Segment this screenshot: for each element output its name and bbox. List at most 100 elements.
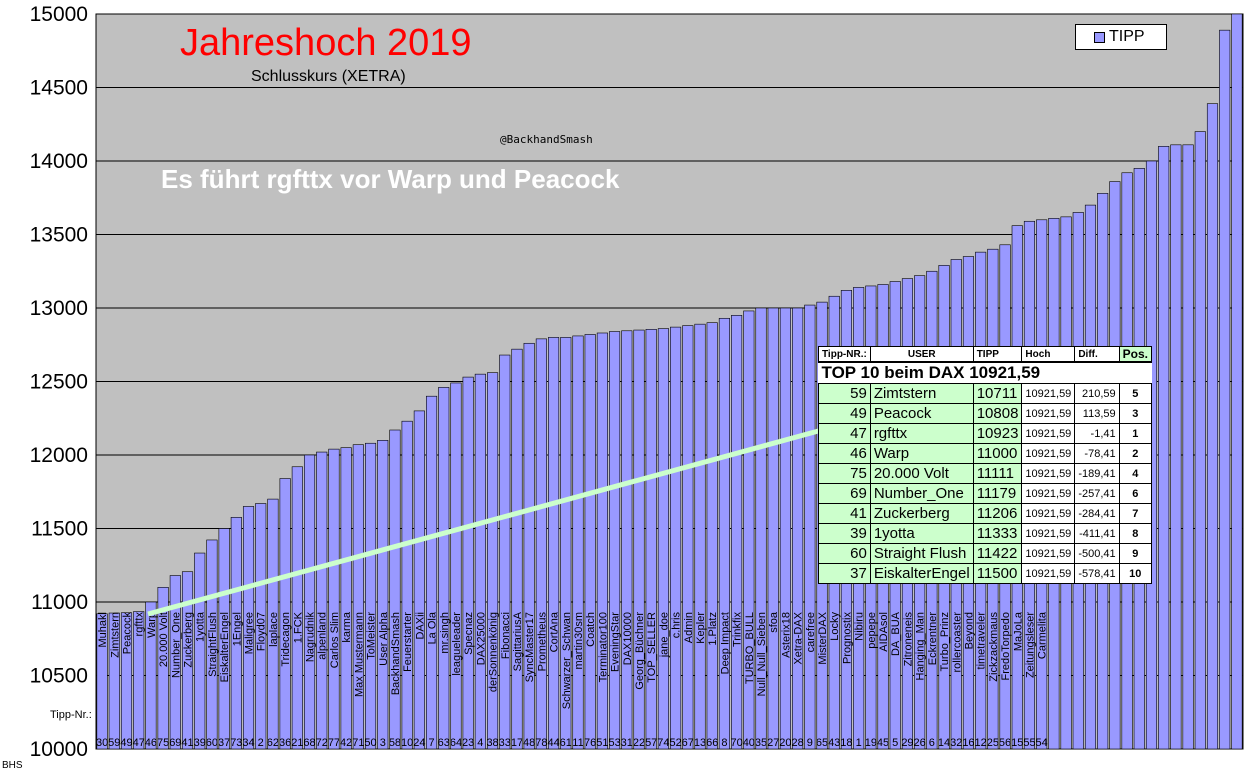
tipp-nr-tick: 6 (929, 737, 935, 749)
bar-user-label: Asterix18 (780, 612, 792, 658)
bar-user-label: Fibonacci (500, 612, 512, 659)
bar-user-label: TURBO_BULL (744, 612, 756, 684)
bar-user-label: DA_BUA (890, 611, 902, 656)
bar (352, 444, 364, 750)
y-tick-label: 10000 (30, 738, 88, 761)
rank-tipp-cell: 11333 (972, 523, 1023, 544)
tipp-nr-tick: 68 (303, 737, 315, 749)
rank-diff-cell: -78,41 (1074, 443, 1120, 464)
rank-nr-cell: 75 (818, 463, 871, 484)
bar (328, 448, 340, 750)
table-caption-row: TOP 10 beim DAX 10921,59 (818, 361, 1152, 384)
rank-hoch-cell: 10921,59 (1021, 383, 1076, 404)
rank-diff-cell: 113,59 (1074, 403, 1120, 424)
bar (694, 323, 706, 750)
tipp-nr-tick: 13 (694, 737, 706, 749)
tipp-nr-tick: 19 (865, 737, 877, 749)
bar (548, 337, 560, 750)
tipp-nr-tick: 53 (608, 737, 620, 749)
bar (377, 439, 389, 750)
bar-user-label: AIDAsol (878, 612, 890, 652)
rank-hoch-cell: 10921,59 (1021, 563, 1076, 584)
bar (1219, 29, 1231, 750)
tipp-nr-tick: 4 (477, 737, 483, 749)
bar-user-label: Warp (146, 612, 158, 638)
rank-user-cell: Zuckerberg (869, 503, 974, 524)
tipp-nr-tick: 54 (1036, 737, 1048, 749)
tipp-nr-tick: 46 (145, 737, 157, 749)
bar-user-label: karma (341, 611, 353, 642)
bar (535, 338, 547, 750)
rank-nr-cell: 49 (818, 403, 871, 424)
bar-user-label: FredoTorpedo (1000, 612, 1012, 681)
rank-nr-cell: 69 (818, 483, 871, 504)
tipp-nr-tick: 16 (962, 737, 974, 749)
bar (670, 326, 682, 750)
bar (633, 329, 645, 750)
bar-user-label: Maligree (244, 612, 256, 654)
bar (731, 315, 743, 750)
bar (169, 575, 181, 750)
tipp-nr-tick: 60 (206, 737, 218, 749)
bar (365, 442, 377, 750)
bar (218, 528, 230, 750)
tipp-nr-tick: 74 (657, 737, 669, 749)
bar (401, 420, 413, 750)
bar-user-label: BackhandSmash (390, 612, 402, 695)
rank-hoch-cell: 10921,59 (1021, 463, 1076, 484)
bar (316, 451, 328, 750)
rank-diff-cell: -578,41 (1074, 563, 1120, 584)
chart-subtitle: Schlusskurs (XETRA) (251, 68, 406, 85)
bar-user-label: Floyd07 (256, 612, 268, 651)
bar-user-label: derSonnenkönig (488, 612, 500, 692)
y-tick-label: 14000 (30, 150, 88, 173)
rank-hoch-cell: 10921,59 (1021, 423, 1076, 444)
bar-user-label: 1yotta (195, 611, 207, 642)
bar (389, 429, 401, 750)
tipp-nr-tick: 12 (975, 737, 987, 749)
rank-diff-cell: 210,59 (1074, 383, 1120, 404)
bar-user-label: Trinkfix (732, 612, 744, 648)
tipp-nr-tick: 71 (352, 737, 364, 749)
tipp-nr-tick: 50 (364, 737, 376, 749)
bar-user-label: Kepler (695, 612, 707, 644)
table-row: 59 Zimtstern 10711 10921,59 210,59 5 (818, 383, 1152, 404)
bar (1206, 103, 1219, 750)
tipp-nr-tick: 52 (669, 737, 681, 749)
bar (96, 613, 108, 750)
rank-pos-cell: 1 (1118, 423, 1152, 444)
bar-user-label: Zeitungsleser (1024, 612, 1036, 678)
rank-pos-cell: 2 (1118, 443, 1152, 464)
tipp-nr-tick: 10 (401, 737, 413, 749)
rank-nr-cell: 59 (818, 383, 871, 404)
rank-tipp-cell: 10923 (972, 423, 1023, 444)
tipp-nr-tick: 17 (511, 737, 523, 749)
bar-user-label: Nibiru (854, 612, 866, 641)
bar-user-label: laplace (268, 612, 280, 647)
tipp-nr-tick: 51 (596, 737, 608, 749)
rank-pos-cell: 10 (1118, 563, 1152, 584)
tipp-nr-tick: 41 (181, 737, 193, 749)
trend-line (147, 427, 823, 617)
bar-user-label: leagueleader (451, 612, 463, 676)
rank-hoch-cell: 10921,59 (1021, 483, 1076, 504)
table-row: 49 Peacock 10808 10921,59 113,59 3 (818, 403, 1152, 424)
y-tick-label: 11500 (31, 518, 88, 541)
bar-user-label: c.hris (671, 612, 683, 639)
table-row: 41 Zuckerberg 11206 10921,59 -284,41 7 (818, 503, 1152, 524)
bar-user-label: Beyond (963, 612, 975, 649)
tipp-nr-tick: 5 (892, 737, 898, 749)
bar (584, 334, 596, 750)
bar-user-label: Prognostix (841, 612, 853, 664)
rank-tipp-cell: 11206 (972, 503, 1023, 524)
bar-user-label: SagittariusA (512, 611, 524, 671)
rank-user-cell: 1yotta (869, 523, 974, 544)
bar-user-label: Tridecagon (280, 612, 292, 667)
tipp-nr-tick: 55 (1023, 737, 1035, 749)
bar-user-label: 1Engel (231, 612, 243, 646)
table-row: 75 20.000 Volt 11111 10921,59 -189,41 4 (818, 463, 1152, 484)
header-user: USER (869, 346, 974, 363)
rank-pos-cell: 8 (1118, 523, 1152, 544)
tipp-nr-tick: 40 (743, 737, 755, 749)
tipp-nr-tick: 47 (133, 737, 145, 749)
